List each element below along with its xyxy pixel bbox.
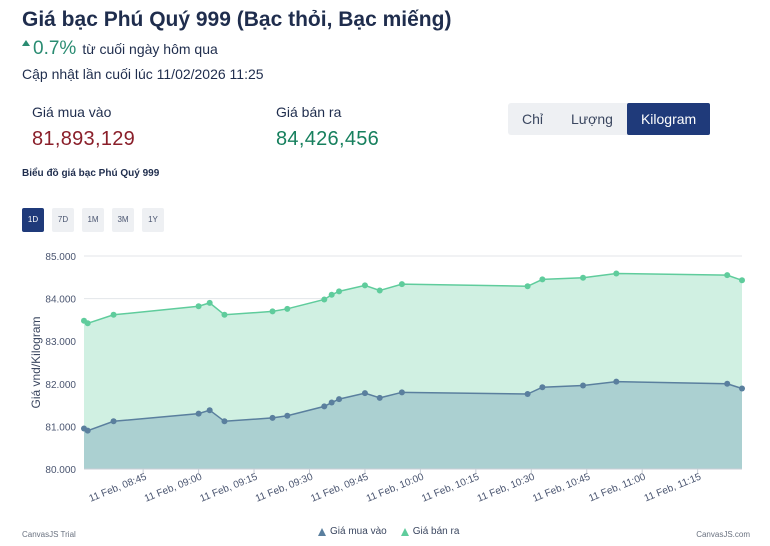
data-point-sell — [539, 276, 546, 283]
arrow-up-icon — [22, 40, 30, 46]
data-point-buy — [195, 410, 202, 417]
unit-toggle: Chỉ Lượng Kilogram — [508, 103, 711, 135]
x-tick-label: 11 Feb, 11:00 — [587, 471, 647, 504]
data-point-buy — [328, 399, 335, 406]
legend-item-buy[interactable]: Giá mua vào — [318, 526, 387, 537]
x-tick-label: 11 Feb, 10:15 — [420, 471, 481, 504]
sell-price-label: Giá bán ra — [276, 104, 342, 120]
data-point-buy — [84, 427, 91, 434]
page-title: Giá bạc Phú Quý 999 (Bạc thỏi, Bạc miếng… — [22, 8, 452, 31]
data-point-buy — [110, 418, 117, 425]
range-selector: 1D 7D 1M 3M 1Y — [22, 208, 164, 232]
unit-button-kilogram[interactable]: Kilogram — [626, 103, 711, 135]
legend-item-sell[interactable]: Giá bán ra — [400, 526, 460, 537]
canvasjs-credit[interactable]: CanvasJS.com — [696, 530, 750, 539]
price-chart: 80.000 81.000 82.000 83.000 84.000 85.000 Giá … — [29, 252, 745, 505]
x-tick-label: 11 Feb, 09:30 — [254, 471, 315, 504]
change-indicator: 0.7% từ cuối ngày hôm qua — [22, 38, 218, 60]
triangle-icon — [400, 527, 409, 536]
data-point-sell — [269, 308, 276, 315]
x-tick-label: 11 Feb, 11:15 — [643, 471, 703, 504]
data-point-sell — [580, 274, 587, 281]
data-point-buy — [739, 385, 745, 392]
data-point-buy — [336, 396, 343, 403]
last-updated: Cập nhật lần cuối lúc 11/02/2026 11:25 — [22, 66, 264, 82]
data-point-sell — [739, 277, 745, 284]
chart-heading: Biểu đồ giá bạc Phú Quý 999 — [22, 168, 160, 179]
data-point-sell — [613, 270, 620, 277]
legend-label-sell: Giá bán ra — [412, 526, 460, 537]
range-button-1y[interactable]: 1Y — [142, 208, 164, 232]
data-point-buy — [580, 382, 587, 389]
range-button-1d[interactable]: 1D — [22, 208, 44, 232]
y-tick-label: 85.000 — [45, 252, 76, 263]
x-tick-label: 11 Feb, 09:00 — [143, 471, 204, 504]
x-tick-label: 11 Feb, 10:45 — [531, 471, 592, 504]
range-button-7d[interactable]: 7D — [52, 208, 74, 232]
data-point-buy — [398, 389, 405, 396]
y-tick-label: 83.000 — [45, 337, 76, 348]
data-point-sell — [284, 305, 291, 312]
canvasjs-trial-note: CanvasJS Trial — [22, 530, 76, 539]
unit-button-luong[interactable]: Lượng — [571, 111, 613, 127]
data-point-buy — [376, 394, 383, 401]
data-point-buy — [206, 407, 213, 414]
chart-legend: Giá mua vào Giá bán ra — [318, 526, 459, 537]
triangle-icon — [318, 527, 326, 536]
buy-price-label: Giá mua vào — [32, 104, 112, 120]
data-point-sell — [321, 296, 328, 303]
unit-button-chi[interactable]: Chỉ — [522, 111, 544, 127]
data-point-buy — [361, 390, 368, 397]
legend-label-buy: Giá mua vào — [330, 526, 387, 537]
data-point-sell — [376, 287, 383, 294]
x-tick-label: 11 Feb, 09:15 — [199, 471, 260, 504]
sell-price-value: 84,426,456 — [276, 128, 380, 150]
x-tick-label: 11 Feb, 10:30 — [476, 471, 537, 504]
data-point-sell — [524, 283, 531, 290]
y-tick-label: 82.000 — [45, 380, 76, 391]
y-tick-label: 81.000 — [45, 422, 76, 433]
data-point-sell — [195, 303, 202, 310]
data-point-buy — [524, 391, 531, 398]
data-point-sell — [206, 299, 213, 306]
sell-price-block: Giá bán ra 84,426,456 — [276, 104, 379, 151]
y-tick-label: 80.000 — [45, 465, 76, 476]
range-button-3m[interactable]: 3M — [112, 208, 134, 232]
series-area-buy — [84, 381, 742, 469]
x-tick-label: 11 Feb, 10:00 — [365, 471, 426, 504]
data-point-sell — [221, 311, 228, 318]
change-text: từ cuối ngày hôm qua — [82, 41, 218, 57]
data-point-buy — [321, 403, 328, 410]
data-point-sell — [724, 272, 731, 279]
y-tick-label: 84.000 — [45, 295, 76, 306]
data-point-sell — [84, 320, 91, 327]
data-point-buy — [539, 384, 546, 391]
data-point-buy — [613, 378, 620, 385]
data-point-buy — [269, 414, 276, 421]
data-point-sell — [336, 288, 343, 295]
data-point-sell — [361, 282, 368, 289]
data-point-sell — [110, 311, 117, 318]
range-button-1m[interactable]: 1M — [82, 208, 104, 232]
data-point-sell — [398, 281, 405, 288]
x-tick-label: 11 Feb, 08:45 — [88, 471, 149, 504]
buy-price-value: 81,893,129 — [32, 128, 136, 150]
change-value: 0.7% — [33, 38, 77, 59]
x-tick-label: 11 Feb, 09:45 — [309, 471, 370, 504]
data-point-sell — [328, 291, 335, 298]
data-point-buy — [284, 412, 291, 419]
data-point-buy — [221, 418, 228, 425]
data-point-buy — [724, 380, 731, 387]
y-axis-label: Giá vnd/Kilogram — [29, 316, 43, 408]
buy-price-block: Giá mua vào 81,893,129 — [32, 104, 135, 151]
